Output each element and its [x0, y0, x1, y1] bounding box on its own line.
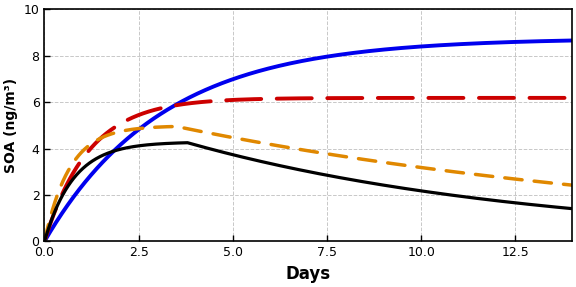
X-axis label: Days: Days: [286, 265, 331, 283]
Y-axis label: SOA (ng/m³): SOA (ng/m³): [4, 78, 18, 173]
